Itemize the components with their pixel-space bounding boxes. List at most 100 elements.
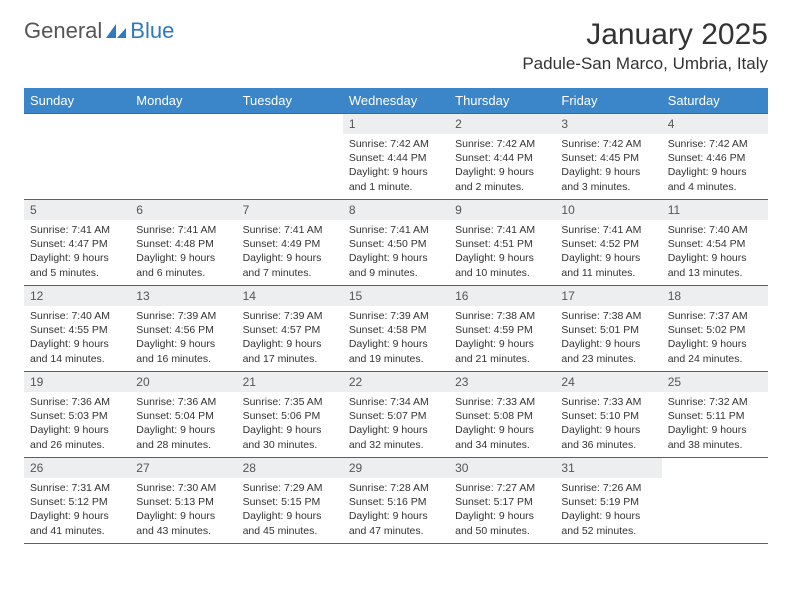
sunrise-value: 7:41 AM [603, 224, 642, 236]
brand-text-blue: Blue [130, 18, 174, 44]
sunrise-line: Sunrise: 7:36 AM [136, 395, 230, 409]
sunset-line: Sunset: 4:56 PM [136, 323, 230, 337]
sunset-label: Sunset: [243, 410, 282, 422]
sunrise-line: Sunrise: 7:42 AM [349, 137, 443, 151]
header: General Blue January 2025 Padule-San Mar… [24, 18, 768, 74]
sunrise-line: Sunrise: 7:30 AM [136, 481, 230, 495]
sunrise-value: 7:28 AM [390, 482, 429, 494]
daylight-line: Daylight: 9 hours and 38 minutes. [668, 423, 762, 451]
sunrise-value: 7:38 AM [603, 310, 642, 322]
sunrise-value: 7:29 AM [284, 482, 323, 494]
sunrise-label: Sunrise: [455, 138, 496, 150]
day-details: Sunrise: 7:41 AMSunset: 4:52 PMDaylight:… [555, 220, 661, 284]
sunrise-line: Sunrise: 7:41 AM [561, 223, 655, 237]
day-details: Sunrise: 7:31 AMSunset: 5:12 PMDaylight:… [24, 478, 130, 542]
sunset-label: Sunset: [561, 496, 600, 508]
daylight-line: Daylight: 9 hours and 1 minute. [349, 165, 443, 193]
calendar-day-cell: 7Sunrise: 7:41 AMSunset: 4:49 PMDaylight… [237, 200, 343, 286]
daylight-line: Daylight: 9 hours and 23 minutes. [561, 337, 655, 365]
daylight-line: Daylight: 9 hours and 50 minutes. [455, 509, 549, 537]
sunrise-label: Sunrise: [136, 224, 177, 236]
sunrise-line: Sunrise: 7:38 AM [561, 309, 655, 323]
daylight-label: Daylight: [136, 510, 180, 522]
day-details: Sunrise: 7:42 AMSunset: 4:44 PMDaylight:… [449, 134, 555, 198]
sunrise-value: 7:27 AM [497, 482, 536, 494]
calendar-week-row: 1Sunrise: 7:42 AMSunset: 4:44 PMDaylight… [24, 114, 768, 200]
daylight-label: Daylight: [349, 252, 393, 264]
sunset-line: Sunset: 5:15 PM [243, 495, 337, 509]
weekday-header: Wednesday [343, 88, 449, 114]
sunset-line: Sunset: 4:49 PM [243, 237, 337, 251]
day-number: 13 [130, 286, 236, 306]
calendar-day-cell: 18Sunrise: 7:37 AMSunset: 5:02 PMDayligh… [662, 286, 768, 372]
sunrise-label: Sunrise: [668, 138, 709, 150]
sunrise-value: 7:41 AM [497, 224, 536, 236]
sunrise-line: Sunrise: 7:28 AM [349, 481, 443, 495]
sunrise-line: Sunrise: 7:32 AM [668, 395, 762, 409]
daylight-line: Daylight: 9 hours and 36 minutes. [561, 423, 655, 451]
calendar-day-cell: 11Sunrise: 7:40 AMSunset: 4:54 PMDayligh… [662, 200, 768, 286]
sunset-line: Sunset: 4:54 PM [668, 237, 762, 251]
calendar-day-cell: 14Sunrise: 7:39 AMSunset: 4:57 PMDayligh… [237, 286, 343, 372]
daylight-label: Daylight: [561, 338, 605, 350]
sunrise-value: 7:40 AM [709, 224, 748, 236]
sunrise-label: Sunrise: [455, 396, 496, 408]
sunset-value: 5:06 PM [281, 410, 320, 422]
sunset-value: 4:52 PM [600, 238, 639, 250]
calendar-day-cell: 17Sunrise: 7:38 AMSunset: 5:01 PMDayligh… [555, 286, 661, 372]
sunrise-label: Sunrise: [30, 310, 71, 322]
sunrise-value: 7:41 AM [178, 224, 217, 236]
daylight-label: Daylight: [349, 338, 393, 350]
sunrise-line: Sunrise: 7:38 AM [455, 309, 549, 323]
daylight-label: Daylight: [455, 166, 499, 178]
day-number [662, 458, 768, 464]
sunrise-value: 7:41 AM [71, 224, 110, 236]
sunset-label: Sunset: [136, 324, 175, 336]
daylight-label: Daylight: [561, 252, 605, 264]
sunrise-line: Sunrise: 7:42 AM [668, 137, 762, 151]
daylight-label: Daylight: [668, 338, 712, 350]
daylight-label: Daylight: [243, 252, 287, 264]
sunrise-line: Sunrise: 7:35 AM [243, 395, 337, 409]
weekday-header: Friday [555, 88, 661, 114]
sunset-value: 4:59 PM [494, 324, 533, 336]
day-details: Sunrise: 7:28 AMSunset: 5:16 PMDaylight:… [343, 478, 449, 542]
sunrise-line: Sunrise: 7:39 AM [243, 309, 337, 323]
calendar-day-cell [130, 114, 236, 200]
sunset-value: 4:50 PM [387, 238, 426, 250]
sunrise-label: Sunrise: [455, 310, 496, 322]
sunset-line: Sunset: 4:52 PM [561, 237, 655, 251]
sunset-line: Sunset: 4:58 PM [349, 323, 443, 337]
sunrise-label: Sunrise: [668, 224, 709, 236]
sunset-value: 4:57 PM [281, 324, 320, 336]
sunrise-line: Sunrise: 7:33 AM [455, 395, 549, 409]
sunrise-label: Sunrise: [561, 224, 602, 236]
sunset-value: 4:55 PM [69, 324, 108, 336]
daylight-label: Daylight: [349, 166, 393, 178]
sunset-value: 4:46 PM [706, 152, 745, 164]
daylight-line: Daylight: 9 hours and 17 minutes. [243, 337, 337, 365]
sunset-line: Sunset: 5:07 PM [349, 409, 443, 423]
daylight-label: Daylight: [243, 338, 287, 350]
day-number [237, 114, 343, 120]
sunset-line: Sunset: 4:59 PM [455, 323, 549, 337]
sunset-line: Sunset: 4:47 PM [30, 237, 124, 251]
calendar-day-cell: 23Sunrise: 7:33 AMSunset: 5:08 PMDayligh… [449, 372, 555, 458]
title-block: January 2025 Padule-San Marco, Umbria, I… [522, 18, 768, 74]
sunset-line: Sunset: 5:17 PM [455, 495, 549, 509]
sunrise-value: 7:35 AM [284, 396, 323, 408]
calendar-day-cell: 2Sunrise: 7:42 AMSunset: 4:44 PMDaylight… [449, 114, 555, 200]
calendar-day-cell: 22Sunrise: 7:34 AMSunset: 5:07 PMDayligh… [343, 372, 449, 458]
daylight-label: Daylight: [455, 424, 499, 436]
daylight-label: Daylight: [30, 338, 74, 350]
day-details: Sunrise: 7:41 AMSunset: 4:47 PMDaylight:… [24, 220, 130, 284]
sunset-label: Sunset: [30, 496, 69, 508]
sunrise-line: Sunrise: 7:36 AM [30, 395, 124, 409]
day-details: Sunrise: 7:41 AMSunset: 4:48 PMDaylight:… [130, 220, 236, 284]
weekday-header: Monday [130, 88, 236, 114]
sunrise-value: 7:32 AM [709, 396, 748, 408]
sunset-label: Sunset: [455, 496, 494, 508]
sunrise-label: Sunrise: [349, 138, 390, 150]
sunset-value: 4:54 PM [706, 238, 745, 250]
sunset-line: Sunset: 4:44 PM [349, 151, 443, 165]
